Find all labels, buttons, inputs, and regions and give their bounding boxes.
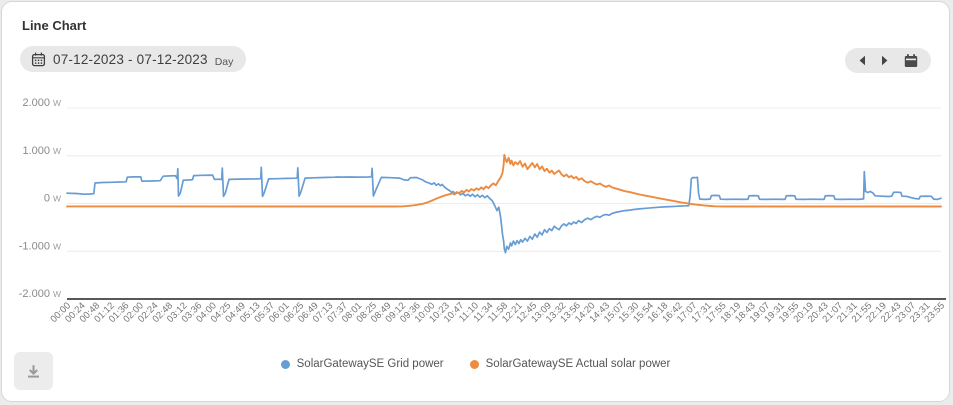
- next-arrow-icon[interactable]: [881, 55, 889, 66]
- y-tick-label: -2.000 W: [19, 288, 61, 300]
- series-line-grid-power: [66, 166, 942, 254]
- y-tick-unit: W: [53, 241, 61, 251]
- chart-area[interactable]: 2.000 W 1.000 W 0 W -1.000 W -2.000 W 00:00 00:24 00…: [2, 90, 949, 352]
- legend-item[interactable]: SolarGatewaySE Actual solar power: [469, 358, 671, 370]
- series-line-solar-power: [66, 153, 942, 208]
- download-button[interactable]: [14, 352, 53, 390]
- line-chart-svg: 2.000 W1.000 W0 W-1.000 W-2.000 W00:0000:2400…: [19, 97, 947, 325]
- legend-label: SolarGatewaySE Actual solar power: [485, 358, 671, 370]
- calendar-filled-icon[interactable]: [904, 53, 918, 68]
- legend-item[interactable]: SolarGatewaySE Grid power: [280, 358, 444, 370]
- page-title: Line Chart: [22, 18, 87, 33]
- legend-dot-icon: [280, 359, 290, 369]
- toolbar: 07-12-2023 - 07-12-2023 Day: [20, 46, 931, 73]
- y-tick-label: 2.000 W: [22, 97, 61, 109]
- prev-arrow-icon[interactable]: [858, 55, 866, 66]
- y-tick-unit: W: [53, 146, 61, 156]
- date-range-picker[interactable]: 07-12-2023 - 07-12-2023 Day: [20, 46, 247, 72]
- y-tick-unit: W: [53, 98, 61, 108]
- date-nav-controls: [845, 48, 931, 73]
- chart-legend: SolarGatewaySE Grid power SolarGatewaySE …: [2, 358, 949, 370]
- legend-label: SolarGatewaySE Grid power: [296, 358, 444, 370]
- y-tick-label: 1.000 W: [22, 145, 61, 157]
- legend-dot-icon: [469, 359, 479, 369]
- calendar-outline-icon: [31, 52, 46, 67]
- download-icon: [25, 363, 42, 379]
- y-tick-unit: W: [53, 289, 61, 299]
- y-tick-label: -1.000 W: [19, 240, 61, 252]
- date-range-value: 07-12-2023 - 07-12-2023: [53, 51, 208, 67]
- granularity-label: Day: [214, 56, 234, 68]
- y-tick-unit: W: [53, 194, 61, 204]
